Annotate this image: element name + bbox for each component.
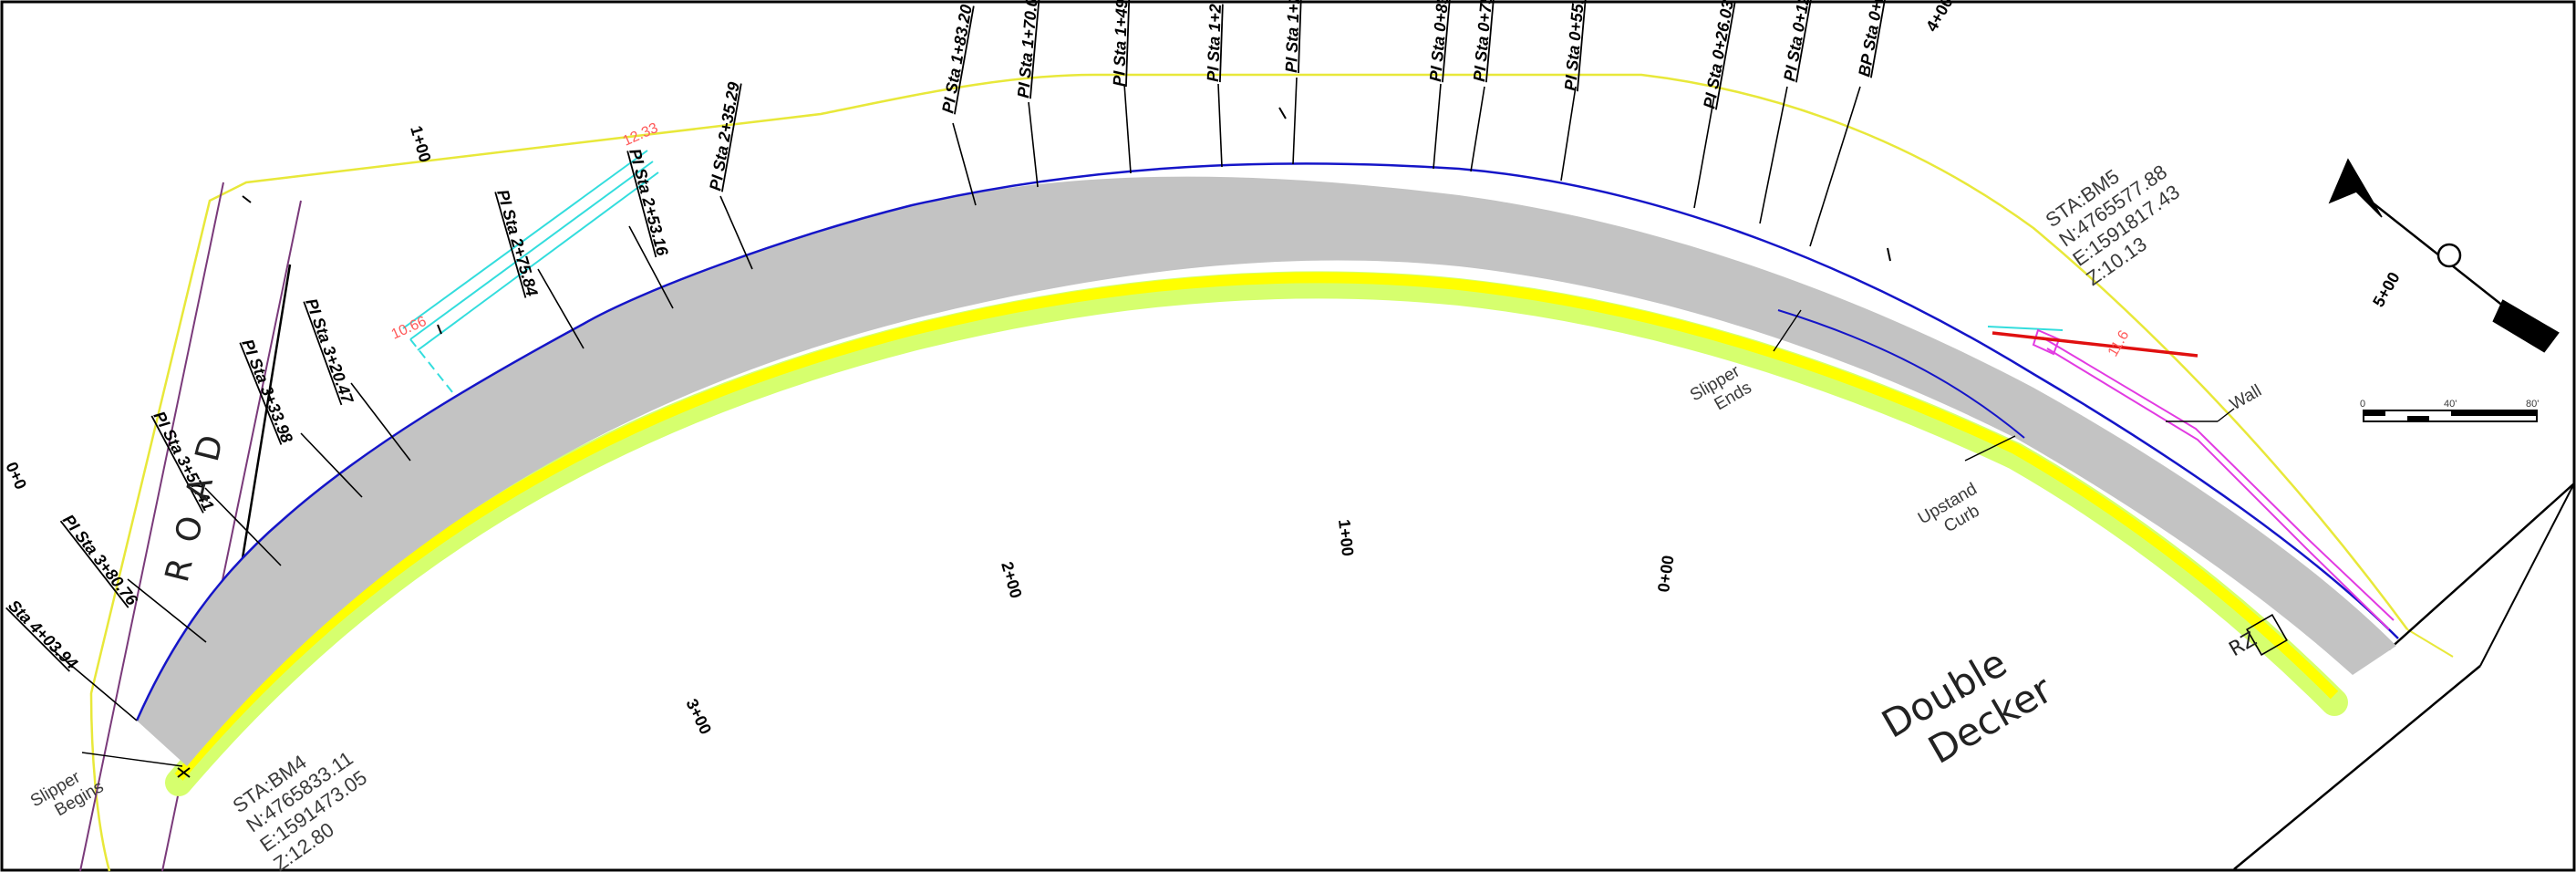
station-leader-line <box>1470 86 1485 172</box>
road-edge-line-1 <box>79 182 224 872</box>
station-leader-line <box>1693 95 1715 209</box>
road-edge-blue-inner <box>1777 309 2025 439</box>
boundary-diagonal-2 <box>2233 665 2481 870</box>
station-label: PI Sta 1+2 <box>1204 4 1225 82</box>
scale-bar: 0 40' 80' <box>2360 399 2539 422</box>
chainage-5-00: 5+00 <box>2369 269 2404 310</box>
station-label: PI Sta 0+83 <box>1426 0 1452 82</box>
station-leader-line <box>1217 83 1223 168</box>
slipper-ends-leader <box>1773 309 1802 352</box>
station-leader-line <box>1560 86 1577 182</box>
road-surface <box>137 176 2396 766</box>
chainage-2-00: 2+00 <box>998 560 1025 600</box>
station-leader-line <box>350 382 411 462</box>
station-leader-line <box>1292 77 1298 165</box>
svg-text:80': 80' <box>2526 399 2539 410</box>
upstand-curb-strip <box>174 272 2339 781</box>
station-label: PI Sta 3+33.98 <box>238 337 296 445</box>
station-label: PI Sta 1+83.20 <box>938 3 976 114</box>
station-label: BP Sta 0+00.00 <box>1855 0 1893 78</box>
station-leader-line <box>1809 86 1861 247</box>
station-leader-line <box>952 122 977 206</box>
svg-text:40': 40' <box>2444 399 2457 410</box>
station-label: PI Sta 1+70.0 <box>1014 0 1041 99</box>
chainage-3-00: 3+00 <box>682 696 715 737</box>
station-leader-line <box>1123 83 1132 174</box>
station-label: PI Sta 2+35.29 <box>706 80 743 192</box>
level-10-66: 10.66 <box>389 314 429 343</box>
wall-leader-2 <box>2217 408 2235 422</box>
chainage-4-00: 4+00 <box>1922 0 1957 35</box>
station-label: PI Sta 3+80.76 <box>59 511 142 609</box>
level-12-33: 12.33 <box>621 120 661 150</box>
station-leaders <box>49 77 1861 721</box>
boundary-diagonal-3 <box>2479 483 2575 667</box>
station-label: Sta 4+03.94 <box>5 597 81 673</box>
slipper-ends-label: SlipperEnds <box>1687 360 1755 422</box>
station-leader-line <box>628 225 674 309</box>
station-label: PI Sta 0+75 <box>1470 0 1495 82</box>
property-boundary-line <box>89 73 2409 872</box>
chainage-0-0-left: 0+0 <box>2 459 30 492</box>
property-line-right <box>2406 628 2454 658</box>
chainage-1-00-top: 1+00 <box>407 124 434 164</box>
station-label: PI Sta 1+1 <box>1282 0 1303 73</box>
north-arrow-icon <box>2328 158 2560 353</box>
station-leader-line <box>204 487 282 566</box>
benchmark-bm4: STA:BM4 N:4765833.11 E:1591473.05 Z:12.8… <box>229 724 389 872</box>
station-label: PI Sta 0+12.28 <box>1780 0 1817 83</box>
station-label: PI Sta 1+49 <box>1110 0 1131 87</box>
upstand-curb-label: UpstandCurb <box>1915 480 1991 546</box>
station-label: PI Sta 0+26.03 <box>1700 0 1737 110</box>
double-decker-label: DoubleDecker <box>1875 627 2061 786</box>
station-leader-line <box>1759 86 1788 224</box>
station-leader-line <box>1028 101 1039 188</box>
station-label: PI Sta 0+55.5 <box>1561 0 1588 91</box>
svg-text:0: 0 <box>2360 399 2365 410</box>
bm4-marker-icon <box>177 767 191 778</box>
station-leader-line <box>127 578 207 643</box>
upstand-curb-leader <box>1964 435 2016 462</box>
station-leader-line <box>49 647 138 721</box>
red-wall-line <box>1991 331 2198 358</box>
road-edge-blue <box>135 162 2399 721</box>
station-label: PI Sta 2+75.84 <box>493 188 541 298</box>
station-leader-line <box>1433 83 1442 170</box>
boundary-diagonal-1 <box>2388 483 2575 650</box>
station-leader-line <box>300 432 363 498</box>
wall-feature <box>2032 328 2395 630</box>
small-tick-marks <box>242 107 1891 335</box>
station-leader-line <box>719 195 753 270</box>
shoulder-strip <box>165 271 2348 796</box>
chainage-0-00: 0+00 <box>1654 555 1677 594</box>
station-label: PI Sta 3+20.47 <box>302 296 357 407</box>
benchmark-bm5: STA:BM5 N:4765577.88 E:1591817.43 Z:10.1… <box>2042 138 2203 290</box>
wall-label: Wall <box>2227 381 2265 414</box>
station-leader-line <box>537 268 585 349</box>
rz-box-marker <box>2246 614 2288 656</box>
slipper-begins-leader <box>81 752 183 767</box>
chainage-1-00: 1+00 <box>1335 518 1357 556</box>
cyan-steps-feature <box>402 150 2064 420</box>
level-11-6: 11.6 <box>2105 327 2133 359</box>
